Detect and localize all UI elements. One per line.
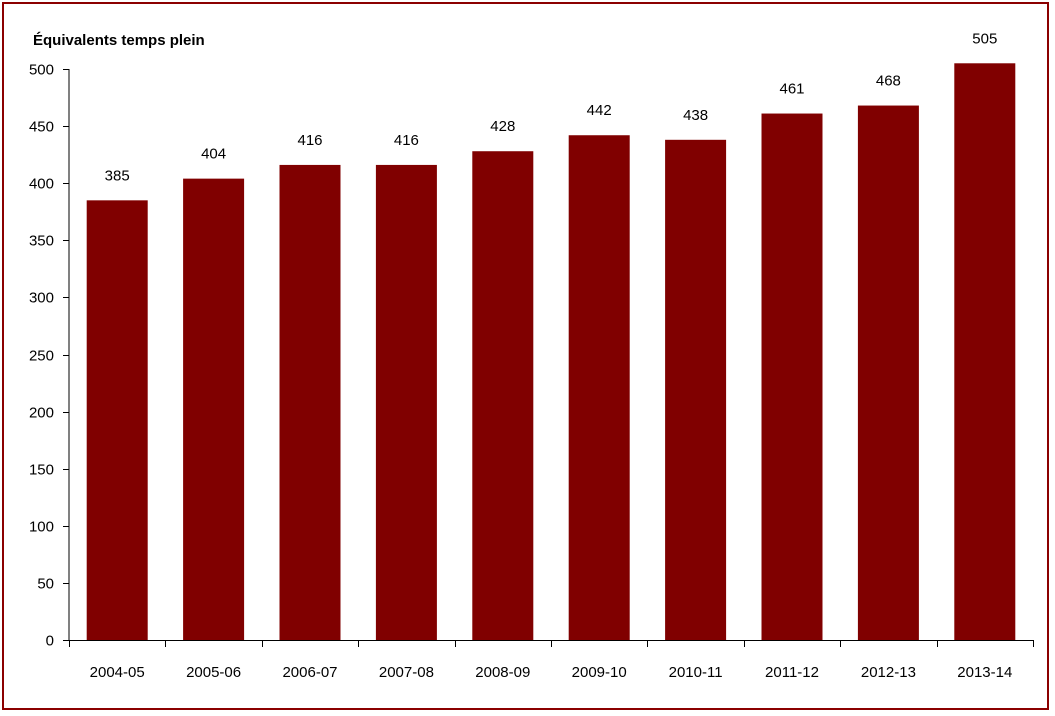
data-label: 438 — [683, 107, 708, 124]
y-tick-label: 250 — [29, 348, 54, 365]
bar — [954, 63, 1016, 641]
y-tick-label: 0 — [46, 633, 54, 650]
y-tick-label: 350 — [29, 233, 54, 250]
y-tick-label: 200 — [29, 405, 54, 422]
bars-group — [86, 63, 1016, 641]
x-tick-label: 2004-05 — [90, 664, 145, 681]
y-tick-label: 500 — [29, 62, 54, 79]
bar — [183, 178, 245, 640]
x-tick-label: 2012-13 — [861, 664, 916, 681]
data-label: 404 — [201, 146, 226, 163]
data-label: 468 — [876, 73, 901, 90]
bar — [568, 135, 630, 640]
y-tick-label: 100 — [29, 519, 54, 536]
x-tick-label: 2013-14 — [957, 664, 1012, 681]
x-tick-label: 2005-06 — [186, 664, 241, 681]
bar — [375, 164, 437, 641]
bar — [857, 105, 919, 640]
data-labels-group: 385 404 416 416 428 442 438 461 468 505 — [105, 30, 998, 184]
data-label: 442 — [587, 102, 612, 119]
data-label: 461 — [779, 81, 804, 98]
x-tick-label: 2010-11 — [669, 664, 723, 681]
y-tick-label: 50 — [37, 576, 54, 593]
y-tick-label: 400 — [29, 176, 54, 193]
x-tick-label: 2006-07 — [282, 664, 337, 681]
data-label: 416 — [394, 132, 419, 149]
x-tick-label: 2009-10 — [572, 664, 627, 681]
y-tick-label: 300 — [29, 290, 54, 307]
y-tick-label: 150 — [29, 462, 54, 479]
data-label: 416 — [297, 132, 322, 149]
data-label: 428 — [490, 118, 515, 135]
y-axis-label: Équivalents temps plein — [33, 32, 205, 49]
y-tick-label: 450 — [29, 119, 54, 136]
x-tick-label: 2007-08 — [379, 664, 434, 681]
data-label: 385 — [105, 167, 130, 184]
bar — [86, 200, 148, 640]
bar — [761, 113, 823, 640]
x-axis: 2004-05 2005-06 2006-07 2007-08 2008-09 2009-… — [69, 640, 1034, 681]
bar — [665, 139, 727, 640]
x-tick-label: 2008-09 — [475, 664, 530, 681]
x-tick-label: 2011-12 — [765, 664, 819, 681]
y-axis: 0 50 100 150 200 250 300 350 400 450 500 — [29, 62, 70, 650]
bar — [279, 164, 341, 641]
data-label: 505 — [972, 30, 997, 47]
bar — [472, 151, 534, 640]
